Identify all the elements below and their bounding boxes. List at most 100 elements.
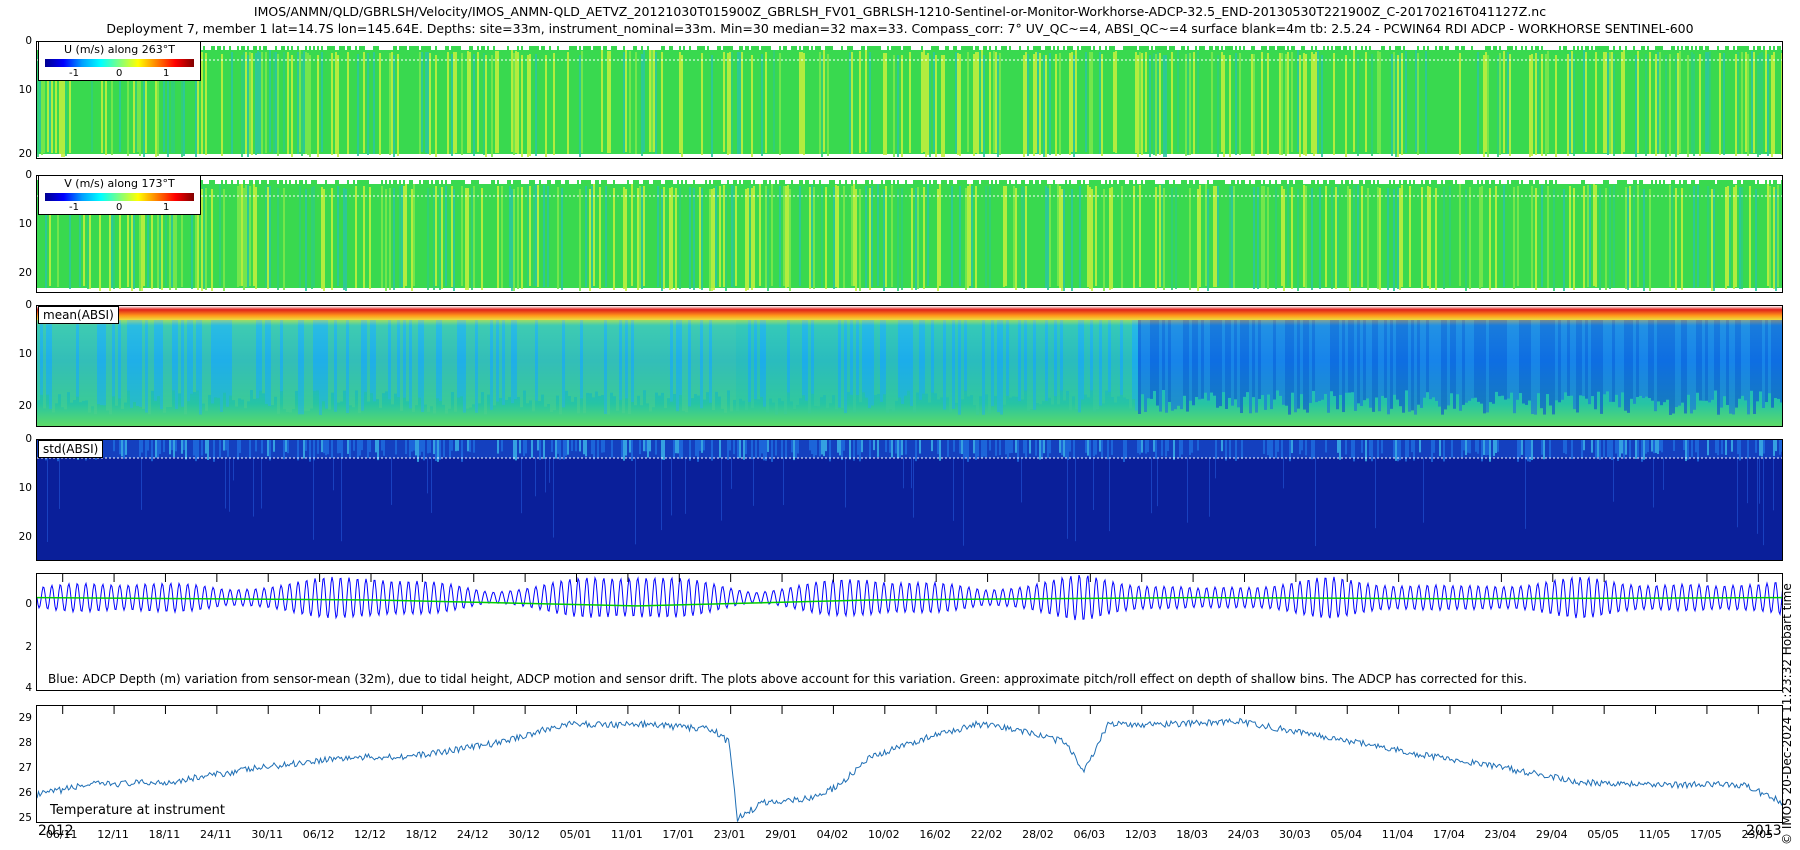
heatmap-streak — [827, 54, 829, 156]
heatmap-streak — [599, 187, 601, 289]
temperature-line — [37, 717, 1782, 822]
std-absi-streak — [391, 458, 392, 505]
std-absi-streak — [661, 458, 662, 531]
heatmap-top-edge — [1757, 46, 1759, 52]
heatmap-top-edge — [1521, 180, 1523, 186]
mean-absi-column — [232, 320, 235, 401]
std-absi-top-streak — [205, 440, 207, 454]
std-absi-top-streak — [1381, 440, 1383, 454]
heatmap-top-edge — [243, 180, 245, 186]
heatmap-top-edge — [1691, 180, 1693, 186]
heatmap-streak — [989, 186, 991, 288]
mean-absi-column — [1006, 320, 1009, 396]
heatmap-streak — [273, 52, 275, 154]
x-tick-label: 05/04 — [1330, 828, 1363, 841]
heatmap-streak — [959, 184, 961, 286]
std-absi-top-streak — [1371, 440, 1373, 462]
heatmap-streak — [1481, 185, 1483, 287]
mean-absi-column — [1030, 320, 1033, 410]
heatmap-top-edge — [1399, 46, 1401, 52]
mean-absi-column — [664, 320, 667, 409]
mean-absi-column — [1300, 320, 1303, 395]
heatmap-streak — [511, 189, 513, 291]
heatmap-top-edge — [403, 180, 405, 186]
heatmap-top-edge — [805, 180, 807, 186]
mean-absi-column — [1156, 320, 1159, 406]
heatmap-top-edge — [521, 46, 523, 52]
heatmap-top-edge — [241, 46, 243, 52]
heatmap-top-edge — [1005, 180, 1007, 186]
x-tick-label: 12/03 — [1124, 828, 1157, 841]
heatmap-streak — [399, 186, 401, 288]
heatmap-top-edge — [1745, 46, 1747, 52]
mean-absi-column — [154, 320, 157, 401]
heatmap-top-edge — [739, 46, 741, 52]
mean-absi-column — [1060, 320, 1063, 391]
u-cbar-tick: 0 — [116, 68, 123, 79]
heatmap-top-edge — [1671, 180, 1673, 186]
mean-absi-column — [805, 320, 808, 401]
heatmap-streak — [995, 51, 997, 153]
std-absi-top-streak — [1489, 440, 1491, 462]
heatmap-top-edge — [729, 46, 731, 52]
heatmap-top-edge — [1705, 180, 1707, 186]
heatmap-streak — [139, 189, 141, 291]
heatmap-streak — [1163, 188, 1165, 290]
heatmap-streak — [1005, 184, 1007, 286]
heatmap-streak — [79, 185, 81, 287]
adcp-depth-line — [37, 574, 1782, 621]
heatmap-streak — [1113, 50, 1115, 152]
heatmap-streak — [135, 50, 137, 152]
heatmap-streak — [1585, 50, 1587, 152]
heatmap-streak — [1397, 55, 1399, 157]
heatmap-streak — [753, 186, 755, 288]
mean-absi-column — [640, 320, 643, 406]
std-absi-streak — [1773, 458, 1774, 511]
mean-absi-column — [1036, 320, 1039, 404]
heatmap-top-edge — [739, 180, 741, 186]
mean-absi-column — [379, 320, 382, 408]
std-absi-top-streak — [897, 440, 899, 458]
mean-absi-column — [1639, 320, 1642, 396]
std-absi-streak — [1613, 458, 1614, 502]
heatmap-streak — [55, 51, 57, 153]
mean-absi-column — [121, 320, 124, 409]
heatmap-top-edge — [1065, 180, 1067, 186]
mean-absi-column — [1159, 320, 1162, 412]
std-absi-top-streak — [679, 440, 681, 459]
heatmap-streak — [927, 53, 929, 155]
heatmap-streak — [751, 55, 753, 157]
heatmap-top-edge — [1581, 46, 1583, 52]
heatmap-streak — [1075, 50, 1077, 152]
std-absi-top-streak — [681, 440, 683, 458]
heatmap-streak — [91, 50, 93, 152]
mean-absi-column — [550, 320, 553, 412]
std-absi-top-streak — [193, 440, 195, 456]
x-tick-label: 30/11 — [251, 828, 284, 841]
heatmap-top-edge — [893, 46, 895, 52]
heatmap-top-edge — [1721, 180, 1723, 186]
mean-absi-column — [136, 320, 139, 407]
heatmap-streak — [261, 52, 263, 154]
heatmap-top-edge — [1241, 180, 1243, 186]
heatmap-top-edge — [1677, 46, 1679, 52]
heatmap-top-edge — [401, 46, 403, 52]
heatmap-top-edge — [1413, 180, 1415, 186]
std-absi-top-streak — [885, 440, 887, 453]
mean-absi-column — [1261, 320, 1264, 396]
std-absi-top-streak — [1299, 440, 1301, 455]
heatmap-streak — [411, 189, 413, 291]
heatmap-top-edge — [1703, 180, 1705, 186]
heatmap-top-edge — [1125, 46, 1127, 52]
heatmap-streak — [823, 50, 825, 152]
heatmap-top-edge — [1291, 180, 1293, 186]
heatmap-streak — [241, 55, 243, 157]
mean-absi-column — [1153, 320, 1156, 391]
std-absi-top-streak — [785, 440, 787, 460]
mean-absi-column — [1693, 320, 1696, 410]
heatmap-streak — [1165, 55, 1167, 157]
heatmap-top-edge — [731, 46, 733, 52]
heatmap-streak — [765, 186, 767, 288]
heatmap-top-edge — [965, 180, 967, 186]
heatmap-top-edge — [1145, 46, 1147, 52]
